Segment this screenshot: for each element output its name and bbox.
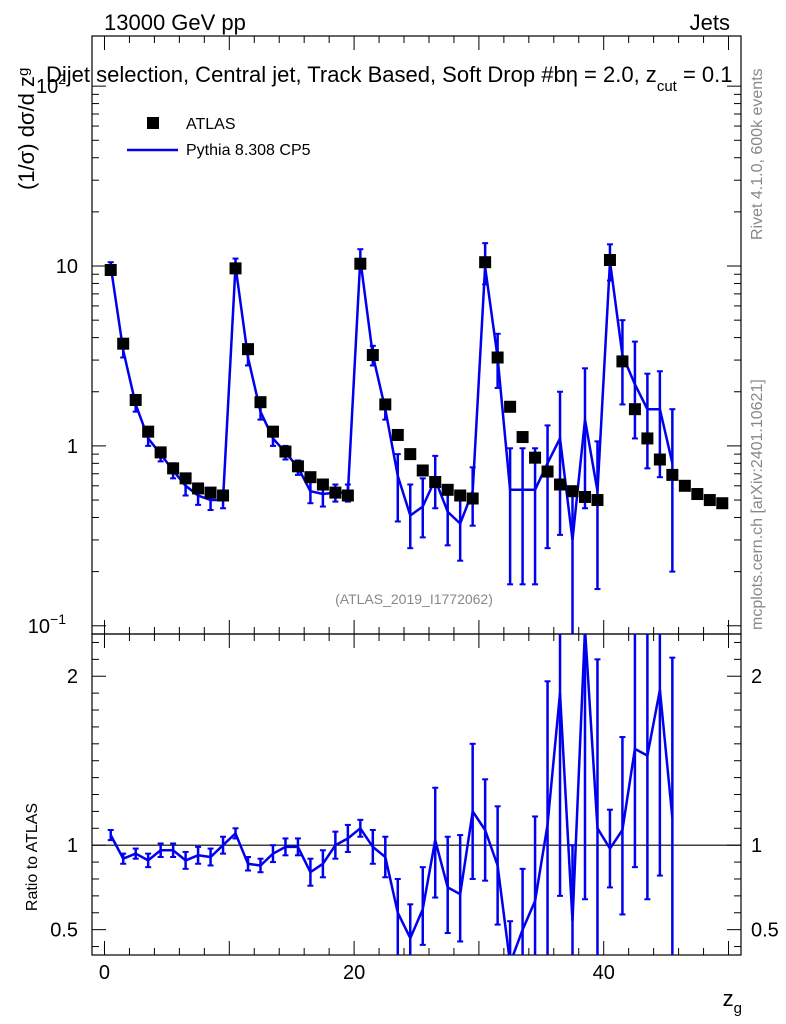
ratio-frame	[91, 633, 742, 956]
atlas-point	[454, 489, 467, 502]
atlas-point	[416, 464, 429, 477]
mcplots-label: mcplots.cern.ch [arXiv:2401.10621]	[749, 379, 766, 630]
atlas-point	[691, 488, 704, 501]
atlas-point	[566, 485, 579, 498]
atlas-point	[479, 256, 492, 269]
atlas-point	[616, 355, 629, 368]
legend: ATLAS Pythia 8.308 CP5	[127, 116, 311, 159]
xlabel: zg	[723, 986, 742, 1017]
atlas-point	[591, 494, 604, 507]
atlas-point	[366, 349, 379, 362]
plot-title-eta: η = 2.0, z	[566, 62, 657, 87]
x-tick-label: 40	[593, 962, 615, 984]
atlas-point	[379, 398, 392, 411]
atlas-point	[242, 343, 255, 356]
atlas-point	[703, 494, 716, 507]
atlas-point	[653, 453, 666, 466]
pythia-line	[109, 259, 674, 541]
main-ylabel: (1/σ) dσ/d zg	[14, 68, 39, 190]
atlas-point	[504, 400, 517, 413]
y-tick-label: 102	[36, 71, 66, 98]
atlas-point	[491, 351, 504, 364]
atlas-point	[104, 264, 117, 277]
atlas-point	[279, 445, 292, 458]
atlas-point	[391, 428, 404, 441]
plot-title: Dijet selection, Central jet, Track Base…	[46, 62, 732, 95]
main-data	[104, 242, 729, 634]
ratio-y-tick-label-right: 2	[751, 666, 762, 688]
y-tick-label: 10−1	[28, 611, 66, 638]
atlas-point	[291, 460, 304, 473]
main-panel: 10−1 1 10 102	[28, 35, 742, 638]
ratio-y-tick-label-left: 0.5	[50, 920, 78, 942]
atlas-point	[529, 451, 542, 464]
atlas-point	[578, 490, 591, 503]
atlas-point	[204, 486, 217, 499]
energy-label: 13000 GeV pp	[104, 10, 246, 35]
y-tick-label: 1	[67, 436, 78, 458]
x-tick-label: 0	[99, 962, 110, 984]
atlas-point	[129, 393, 142, 406]
category-label: Jets	[690, 10, 730, 35]
atlas-point	[266, 425, 279, 438]
atlas-point	[329, 486, 342, 499]
x-tick-label: 20	[343, 962, 365, 984]
legend-atlas-marker	[147, 117, 159, 129]
rivet-label: Rivet 4.1.0, 600k events	[749, 68, 766, 240]
atlas-point	[154, 446, 167, 459]
atlas-point	[316, 478, 329, 491]
atlas-point	[117, 337, 130, 350]
atlas-point	[603, 254, 616, 267]
plot-title-sub: cut	[657, 78, 678, 95]
atlas-point	[192, 482, 205, 495]
atlas-point	[678, 479, 691, 492]
atlas-point	[179, 472, 192, 485]
atlas-point	[142, 425, 155, 438]
atlas-point	[404, 448, 417, 461]
atlas-point	[304, 471, 317, 484]
ratio-data	[107, 634, 676, 955]
atlas-point	[641, 432, 654, 445]
ratio-y-tick-label-left: 1	[67, 835, 78, 857]
atlas-point	[429, 475, 442, 488]
ratio-ylabel: Ratio to ATLAS	[24, 803, 41, 911]
atlas-point	[217, 489, 230, 502]
atlas-point	[666, 468, 679, 481]
ratio-line	[109, 634, 674, 955]
atlas-point	[516, 431, 529, 444]
atlas-point	[441, 483, 454, 496]
ratio-panel: 0.5 0.51 12 20 20 40	[50, 633, 779, 984]
atlas-point	[554, 478, 567, 491]
atlas-point	[466, 492, 479, 505]
ratio-y-tick-label-right: 1	[751, 835, 762, 857]
atlas-point	[254, 396, 267, 409]
plot-title-main: Dijet selection, Central jet, Track Base…	[46, 62, 566, 87]
y-tick-label: 10	[56, 256, 78, 278]
atlas-point	[628, 403, 641, 416]
main-ylabel-main: (1/σ) dσ/d z	[14, 76, 39, 190]
atlas-point	[167, 462, 180, 475]
atlas-point	[541, 465, 554, 478]
plot-title-end: = 0.1	[677, 62, 733, 87]
main-ylabel-sub: g	[15, 68, 32, 76]
atlas-point	[341, 489, 354, 502]
analysis-label: (ATLAS_2019_I1772062)	[335, 591, 493, 607]
legend-pythia-label: Pythia 8.308 CP5	[186, 142, 311, 159]
atlas-point	[354, 257, 367, 270]
legend-atlas-label: ATLAS	[186, 116, 236, 133]
atlas-point	[716, 497, 729, 510]
atlas-point	[229, 262, 242, 275]
ratio-y-tick-label-right: 0.5	[751, 920, 779, 942]
ratio-y-tick-label-left: 2	[67, 666, 78, 688]
